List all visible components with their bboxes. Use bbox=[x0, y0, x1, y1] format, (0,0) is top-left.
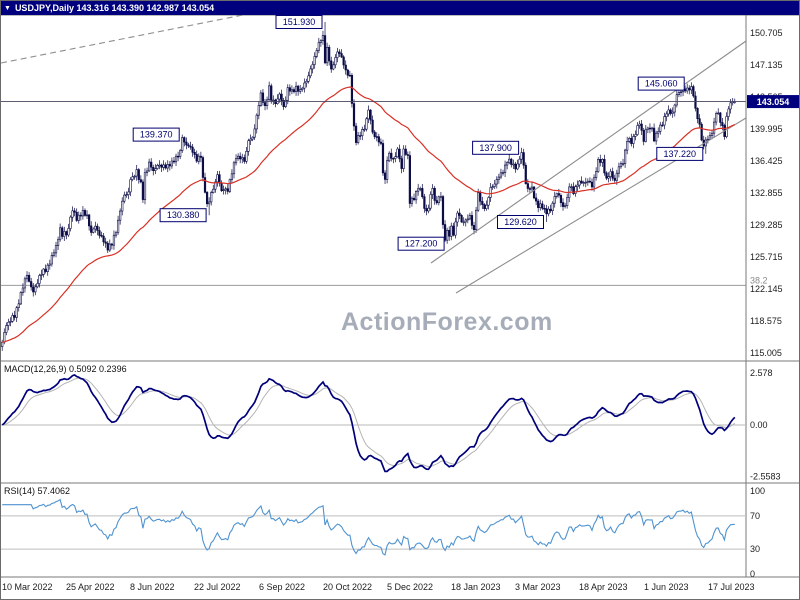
x-axis-date-label: 8 Jun 2022 bbox=[130, 582, 175, 592]
swing-price-tag-label: 130.380 bbox=[167, 210, 200, 220]
x-axis-date-label: 6 Sep 2022 bbox=[259, 582, 305, 592]
swing-price-tag bbox=[637, 76, 685, 91]
x-axis-date-label: 1 Jun 2023 bbox=[644, 582, 689, 592]
swing-price-tag-label: 129.620 bbox=[504, 217, 537, 227]
channel-upper-trendline bbox=[430, 40, 747, 264]
swing-price-tag-label: 151.930 bbox=[283, 17, 316, 27]
swing-price-tag-label: 139.370 bbox=[140, 130, 173, 140]
price-axis-label: 125.715 bbox=[750, 252, 783, 262]
swing-price-tag-label: 145.060 bbox=[645, 79, 678, 89]
bearish-candle-bodies bbox=[13, 35, 726, 318]
swing-price-tag bbox=[497, 215, 544, 229]
swing-price-tag-label: 137.220 bbox=[664, 149, 697, 159]
x-axis-date-label: 20 Oct 2022 bbox=[323, 582, 372, 592]
swing-price-tag bbox=[656, 146, 704, 161]
swing-price-tag bbox=[472, 140, 520, 155]
rsi-axis-label: 30 bbox=[750, 544, 760, 554]
swing-price-tag bbox=[132, 127, 180, 142]
swing-price-tag bbox=[275, 15, 323, 29]
swing-price-tag-label: 137.900 bbox=[479, 143, 512, 153]
candle-wicks bbox=[1, 22, 736, 351]
watermark: ActionForex.com bbox=[341, 308, 553, 336]
rsi-line bbox=[2, 498, 735, 556]
macd-signal-line bbox=[2, 377, 736, 468]
price-axis-label: 118.575 bbox=[750, 316, 782, 326]
chart-title-bar: ▼ USDJPY,Daily 143.316 143.390 142.987 1… bbox=[1, 1, 799, 15]
macd-main-line bbox=[1, 373, 736, 473]
price-axis-label: 147.135 bbox=[750, 60, 783, 70]
x-axis-date-label: 17 Jul 2023 bbox=[708, 582, 755, 592]
x-axis-date-label: 18 Jan 2023 bbox=[451, 582, 501, 592]
macd-axis-label: 0.00 bbox=[750, 420, 768, 430]
swing-price-tag bbox=[159, 208, 207, 223]
x-axis-date-label: 22 Jul 2022 bbox=[194, 582, 241, 592]
swing-price-tag bbox=[397, 236, 445, 251]
resistance-trendline bbox=[1, 12, 254, 64]
chart-symbol-icon: ▼ bbox=[4, 4, 11, 12]
price-axis-label: 150.705 bbox=[750, 28, 783, 38]
price-axis-label: 139.995 bbox=[750, 124, 783, 134]
x-axis-date-label: 10 Mar 2022 bbox=[2, 582, 53, 592]
price-axis-label: 132.855 bbox=[750, 188, 783, 198]
price-axis-label: 136.425 bbox=[750, 156, 783, 166]
x-axis-date-label: 3 Mar 2023 bbox=[515, 582, 561, 592]
rsi-axis-label: 70 bbox=[750, 511, 760, 521]
price-axis-label: 122.145 bbox=[750, 284, 783, 294]
moving-average-line bbox=[2, 86, 736, 343]
fib-level-label: 38.2 bbox=[750, 275, 768, 285]
x-axis-date-label: 5 Dec 2022 bbox=[387, 582, 433, 592]
price-axis-label: 129.285 bbox=[750, 220, 783, 230]
macd-axis-label: 2.578 bbox=[750, 368, 773, 378]
x-axis-date-label: 18 Apr 2023 bbox=[579, 582, 628, 592]
current-price-tag-label: 143.054 bbox=[757, 97, 790, 107]
symbol-ohlc-text: USDJPY,Daily 143.316 143.390 142.987 143… bbox=[14, 3, 215, 13]
price-axis-label: 115.005 bbox=[750, 348, 782, 358]
rsi-axis-label: 0 bbox=[750, 569, 755, 579]
rsi-axis-label: 100 bbox=[750, 486, 765, 496]
current-price-tag bbox=[747, 95, 799, 109]
macd-axis-label: -2.5583 bbox=[750, 472, 781, 482]
rsi-indicator-label: RSI(14) 57.4062 bbox=[4, 486, 71, 496]
swing-price-tag-label: 127.200 bbox=[405, 239, 438, 249]
bullish-candle-bodies bbox=[1, 35, 736, 347]
x-axis-date-label: 25 Apr 2022 bbox=[66, 582, 115, 592]
macd-indicator-label: MACD(12,26,9) 0.5092 0.2396 bbox=[4, 364, 127, 374]
